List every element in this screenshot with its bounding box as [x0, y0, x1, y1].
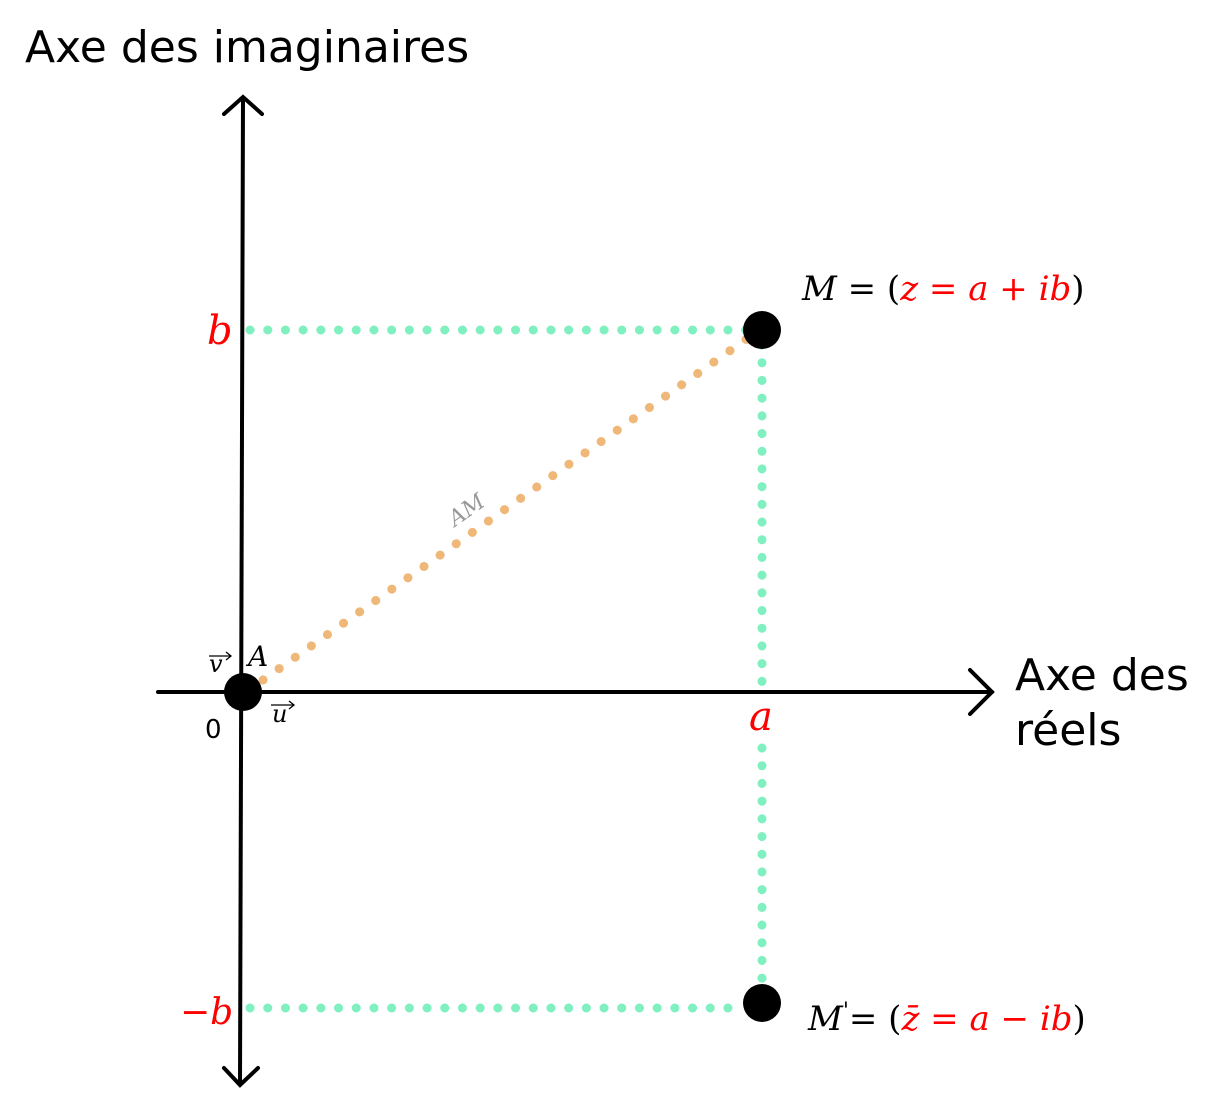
- imaginary-axis-down-arrow-icon: [222, 1066, 260, 1088]
- segment-am: [258, 333, 753, 685]
- point-a-label: A: [245, 640, 268, 673]
- segment-am-label: AM: [442, 489, 490, 533]
- vector-v-label: v: [209, 650, 223, 678]
- vector-u: u: [271, 700, 296, 728]
- tick-label-a: a: [749, 694, 773, 740]
- imaginary-axis-title: Axe des imaginaires: [25, 22, 469, 73]
- guide-lines: [245, 325, 767, 1013]
- vector-u-label: u: [272, 700, 287, 728]
- point-m-label: M = (z = a + ib): [801, 269, 1085, 309]
- point-m-conjugate-name: M: [807, 999, 844, 1039]
- real-axis: [156, 668, 995, 716]
- point-m-conjugate-z: z̄ = a − ib: [900, 999, 1072, 1039]
- point-m-close: ): [1071, 269, 1084, 309]
- imaginary-axis: [222, 94, 264, 1088]
- vector-v: v: [209, 650, 233, 678]
- real-axis-title-line2: réels: [1015, 705, 1121, 756]
- real-axis-title-line1: Axe des: [1015, 650, 1189, 701]
- imaginary-axis-arrow-icon: [222, 94, 264, 116]
- origin-label: 0: [205, 715, 222, 745]
- point-m-conjugate-label: M'= (z̄ = a − ib): [807, 999, 1086, 1039]
- point-m-conjugate-eq: = (: [849, 999, 902, 1039]
- point-m-conjugate-close: ): [1072, 999, 1085, 1039]
- point-m-conjugate-prime: ': [843, 999, 849, 1024]
- tick-label-b: b: [207, 308, 233, 354]
- point-m-name: M: [801, 269, 838, 309]
- point-m-eq: = (: [837, 269, 900, 309]
- real-axis-arrow-icon: [968, 668, 995, 716]
- point-m: [743, 311, 781, 349]
- point-a: [224, 673, 262, 711]
- point-m-z: z = a + ib: [899, 269, 1071, 309]
- point-m-conjugate: [743, 984, 781, 1022]
- tick-label-neg-b: −b: [180, 992, 233, 1033]
- vector-u-arrow-icon: [288, 700, 296, 710]
- vector-v-arrow-icon: [225, 651, 233, 661]
